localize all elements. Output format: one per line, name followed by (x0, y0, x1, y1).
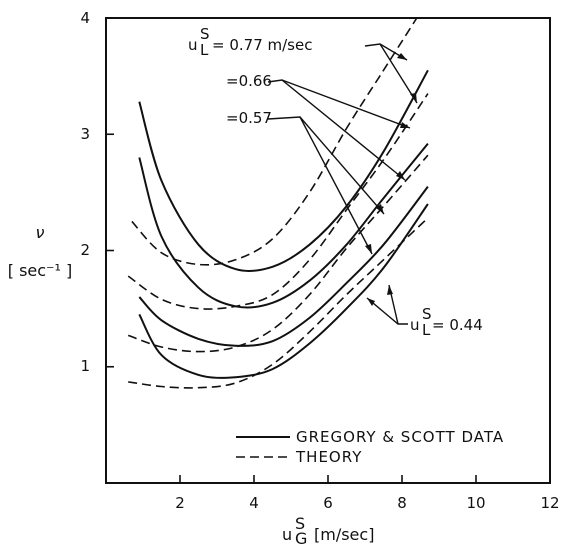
annotation-sup: S (422, 305, 432, 323)
arrow-head (365, 244, 372, 254)
x-tick-label: 6 (323, 494, 333, 512)
series-line-dashed-066 (127, 93, 429, 310)
x-axis-label: u S G [m/sec] (282, 514, 374, 548)
series-line-solid-044 (138, 203, 429, 379)
x-tick-label: 12 (540, 494, 559, 512)
annotation-sup: S (200, 25, 210, 43)
x-axis-symbol: u (282, 525, 292, 544)
x-axis-sub: G (295, 529, 307, 548)
x-tick-label: 8 (397, 494, 407, 512)
annotation-u: u (188, 36, 198, 54)
axis-ticks (106, 17, 551, 483)
annotation-sub: L (200, 41, 209, 59)
y-tick-label: 2 (80, 241, 90, 259)
x-tick-label: 10 (466, 494, 485, 512)
series-group (127, 17, 429, 389)
annotation-066: =0.66 (226, 72, 272, 90)
legend-label-theory: THEORY (295, 448, 362, 466)
y-tick-label: 3 (80, 125, 90, 143)
x-axis-sup: S (295, 514, 305, 533)
y-axis-units: [ sec⁻¹ ] (8, 261, 73, 280)
arrow-heads (365, 53, 417, 306)
series-line-dashed-044 (128, 217, 429, 389)
annotation-u: u (410, 316, 420, 334)
arrow-head (387, 285, 393, 295)
x-tick-label: 4 (249, 494, 259, 512)
arrow-head (367, 298, 375, 306)
arrow-head (410, 93, 417, 103)
plot-frame (105, 17, 551, 484)
x-tick-label: 2 (175, 494, 185, 512)
y-tick-label: 4 (80, 9, 90, 27)
x-axis-units: [m/sec] (314, 525, 374, 544)
annotation-text: = 0.44 (432, 316, 483, 334)
arrow-066-dashed (281, 79, 411, 129)
arrow-head (396, 171, 405, 180)
annotation-077: u S L = 0.77 m/sec (188, 25, 312, 59)
legend: GREGORY & SCOTT DATA THEORY (236, 428, 504, 466)
leader-line-066 (267, 79, 406, 181)
arrow-head (376, 204, 384, 214)
series-line-solid-077 (138, 69, 429, 273)
arrow-head (400, 122, 410, 128)
arrow-057-dashed (299, 116, 385, 215)
annotation-sub: L (422, 321, 431, 339)
arrow-head (397, 53, 407, 60)
annotation-044: u S L = 0.44 (410, 305, 483, 339)
series-line-dashed-077 (131, 17, 418, 266)
series-line-dashed-057 (127, 154, 429, 353)
y-tick-label: 1 (80, 357, 90, 375)
y-axis-symbol: ν (36, 223, 45, 242)
series-line-solid-066 (138, 142, 429, 309)
legend-label-data: GREGORY & SCOTT DATA (296, 428, 504, 446)
annotation-057: =0.57 (226, 109, 272, 127)
series-line-solid-057 (138, 185, 429, 347)
annotation-text: = 0.77 m/sec (212, 36, 312, 54)
leader-line-077 (364, 43, 418, 104)
